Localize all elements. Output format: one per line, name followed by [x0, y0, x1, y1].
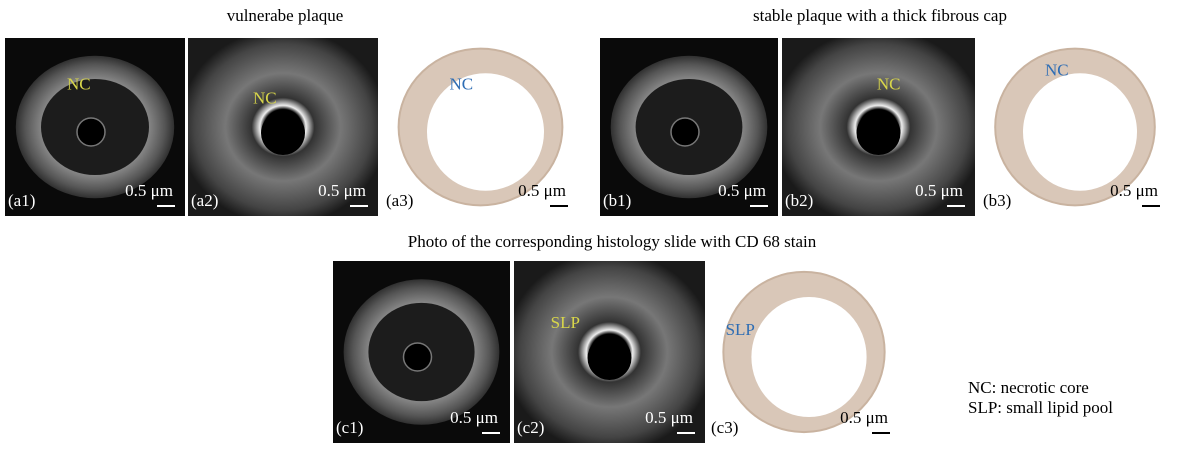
panel-label: (b2) — [785, 191, 813, 210]
lumen — [1023, 73, 1137, 190]
catheter — [857, 111, 901, 155]
panel-label: (c1) — [336, 418, 363, 437]
lumen — [427, 73, 544, 190]
panel-label: (a3) — [386, 191, 413, 210]
scale-label: 0.5 μm — [1110, 181, 1158, 200]
title: vulnerabe plaque — [227, 6, 344, 25]
annotation: NC — [1045, 60, 1069, 79]
annotation: NC — [253, 89, 277, 108]
scale-label: 0.5 μm — [518, 181, 566, 200]
scale-label: 0.5 μm — [450, 408, 498, 427]
scale-label: 0.5 μm — [318, 181, 366, 200]
catheter — [261, 111, 305, 155]
panel-label: (c2) — [517, 418, 544, 437]
annotation: SLP — [726, 320, 755, 339]
scale-label: 0.5 μm — [645, 408, 693, 427]
annotation: NC — [450, 75, 474, 94]
annotation: NC — [67, 75, 91, 94]
scale-label: 0.5 μm — [718, 181, 766, 200]
legend-entry: SLP: small lipid pool — [968, 398, 1113, 417]
scale-label: 0.5 μm — [125, 181, 173, 200]
legend-entry: NC: necrotic core — [968, 378, 1089, 397]
panel-label: (b3) — [983, 191, 1011, 210]
annotation: NC — [877, 75, 901, 94]
lumen — [751, 297, 866, 417]
panel-label: (c3) — [711, 418, 738, 437]
panel-label: (a1) — [8, 191, 35, 210]
catheter — [404, 343, 432, 371]
panel-label: (a2) — [191, 191, 218, 210]
figure: vulnerabe plaque stable plaque with a th… — [0, 0, 1178, 445]
catheter — [77, 118, 105, 146]
title: stable plaque with a thick fibrous cap — [753, 6, 1007, 25]
annotation: SLP — [551, 313, 580, 332]
scale-label: 0.5 μm — [915, 181, 963, 200]
catheter — [671, 118, 699, 146]
panel-label: (b1) — [603, 191, 631, 210]
catheter — [588, 336, 632, 380]
scale-label: 0.5 μm — [840, 408, 888, 427]
title: Photo of the corresponding histology sli… — [408, 232, 817, 251]
